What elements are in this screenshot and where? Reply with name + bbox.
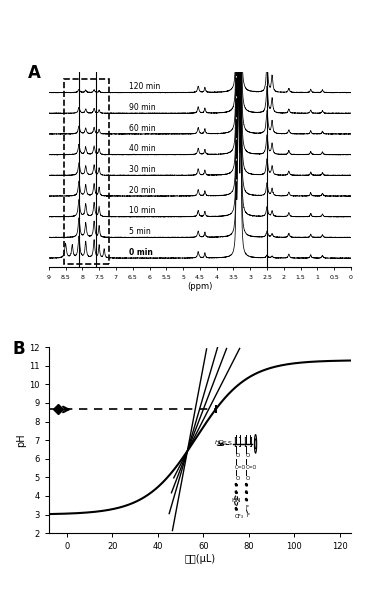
Y-axis label: pH: pH [16, 433, 27, 447]
X-axis label: 体积(μL): 体积(μL) [184, 554, 215, 564]
Text: 30 min: 30 min [129, 165, 156, 174]
Text: S: S [227, 441, 231, 446]
Text: O: O [246, 476, 250, 481]
Text: 60 min: 60 min [129, 123, 156, 132]
Text: HN: HN [231, 498, 241, 503]
Text: 0 min: 0 min [129, 247, 153, 257]
Text: 5 min: 5 min [129, 227, 151, 236]
Text: ]: ] [248, 436, 252, 446]
Text: HO: HO [215, 440, 224, 446]
Text: A: A [28, 64, 41, 82]
Text: C=O: C=O [235, 465, 246, 470]
Text: 20 min: 20 min [129, 186, 156, 195]
Text: 40 min: 40 min [129, 144, 156, 153]
Text: B: B [12, 340, 25, 358]
Text: 120 min: 120 min [129, 82, 161, 91]
Text: F: F [246, 504, 249, 510]
X-axis label: (ppm): (ppm) [187, 282, 213, 291]
Text: S: S [223, 441, 227, 446]
Text: 90 min: 90 min [129, 103, 156, 112]
Text: F: F [247, 513, 250, 518]
Text: [: [ [233, 436, 237, 446]
Text: 10 min: 10 min [129, 206, 156, 215]
Text: CF₃: CF₃ [235, 514, 244, 519]
Text: O: O [236, 453, 240, 458]
Text: C=O: C=O [245, 465, 257, 470]
Text: ]: ] [238, 436, 241, 446]
Text: [: [ [243, 436, 247, 446]
Bar [64, 79, 109, 264]
Text: O: O [236, 476, 240, 481]
Text: O: O [246, 453, 250, 458]
